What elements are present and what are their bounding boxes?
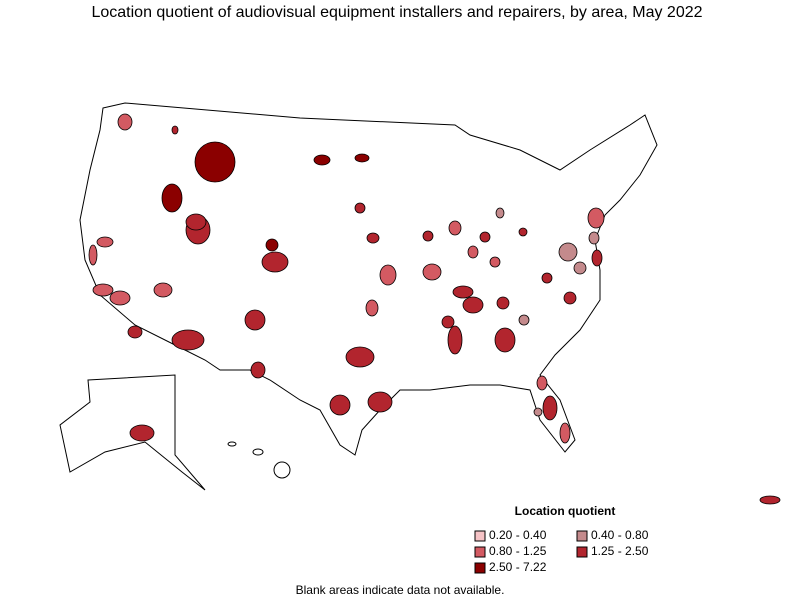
area <box>366 232 380 244</box>
area <box>422 263 442 281</box>
area <box>542 395 558 421</box>
legend-label: 1.25 - 2.50 <box>591 544 649 558</box>
lower-48 <box>79 102 658 456</box>
area <box>496 296 510 310</box>
area <box>194 141 236 183</box>
area <box>422 230 434 242</box>
area <box>518 227 528 237</box>
area <box>379 264 397 286</box>
area <box>244 309 266 331</box>
legend: Location quotient 0.20 - 0.40 0.40 - 0.80… <box>474 504 649 574</box>
area <box>345 346 375 368</box>
area <box>354 202 366 214</box>
area <box>441 315 455 329</box>
area <box>129 424 155 442</box>
area <box>494 327 516 353</box>
area <box>541 272 553 284</box>
legend-swatch <box>576 546 588 558</box>
hawaii <box>273 461 291 479</box>
area <box>313 154 331 166</box>
legend-title: Location quotient <box>515 504 616 518</box>
legend-swatch <box>474 562 486 574</box>
area <box>448 220 462 236</box>
area <box>489 256 501 268</box>
area <box>367 391 393 413</box>
map <box>59 102 781 505</box>
legend-swatch <box>474 546 486 558</box>
area <box>261 251 289 273</box>
area <box>265 238 279 252</box>
area <box>153 282 173 298</box>
area <box>452 285 474 299</box>
area <box>558 242 578 262</box>
area <box>171 125 179 135</box>
area <box>329 394 351 416</box>
area <box>563 291 577 305</box>
area <box>96 236 114 248</box>
area <box>559 422 571 444</box>
area <box>587 207 605 229</box>
area <box>759 495 781 505</box>
area <box>92 283 114 297</box>
area <box>447 325 463 355</box>
area <box>161 183 183 213</box>
legend-swatch <box>576 530 588 542</box>
legend-label: 0.80 - 1.25 <box>489 544 547 558</box>
area <box>573 261 587 275</box>
area <box>365 299 379 317</box>
area <box>536 375 548 391</box>
hawaii <box>252 448 264 456</box>
area <box>185 213 207 231</box>
area <box>462 296 484 314</box>
area <box>591 249 603 267</box>
area <box>88 244 98 266</box>
area <box>518 314 530 326</box>
map-title: Location quotient of audiovisual equipme… <box>91 4 702 21</box>
hawaii <box>227 441 237 447</box>
area <box>117 113 133 131</box>
area <box>467 245 479 259</box>
area <box>495 207 505 219</box>
area <box>127 325 143 339</box>
legend-label: 0.20 - 0.40 <box>489 528 547 542</box>
footnote: Blank areas indicate data not available. <box>296 583 505 597</box>
area <box>533 407 543 417</box>
area <box>588 231 600 245</box>
area <box>479 231 491 243</box>
legend-swatch <box>474 530 486 542</box>
legend-label: 0.40 - 0.80 <box>591 528 649 542</box>
area <box>171 329 205 351</box>
area <box>109 290 131 306</box>
area <box>354 153 370 163</box>
area <box>250 361 266 379</box>
legend-label: 2.50 - 7.22 <box>489 560 547 574</box>
